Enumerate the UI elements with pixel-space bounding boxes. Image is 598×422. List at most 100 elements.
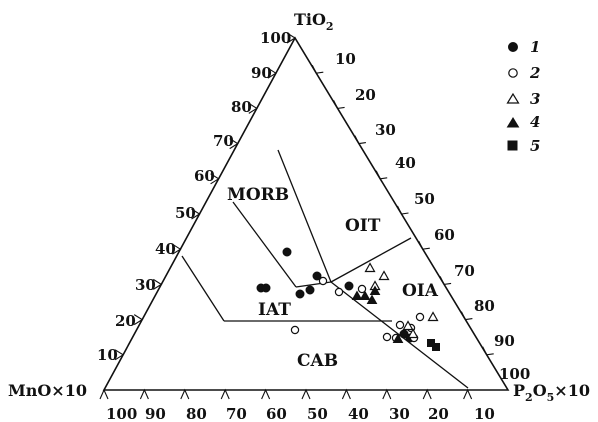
left-tick-label: 70 (213, 132, 234, 150)
right-tick (418, 240, 430, 250)
vertex-right-sub1: 2 (525, 391, 533, 404)
boundary-left-diagonal (181, 255, 225, 322)
legend-label-1: 1 (530, 38, 540, 56)
left-tick (286, 32, 297, 44)
left-tick (229, 138, 239, 150)
data-point-filled-circle (261, 283, 271, 293)
left-tick (191, 208, 201, 220)
left-tick-label: 90 (251, 64, 272, 82)
left-tick-label: 20 (115, 312, 136, 330)
right-tick (460, 311, 473, 321)
bottom-tick-label: 50 (307, 405, 328, 422)
legend-label-2: 2 (529, 64, 540, 82)
right-tick-label: 40 (395, 154, 416, 172)
left-tick (267, 67, 277, 79)
ternary-triangle (102, 36, 510, 391)
vertex-right-sub2: 5 (547, 391, 555, 404)
tick-marks (99, 32, 494, 400)
right-tick-label: 100 (499, 365, 530, 383)
bottom-tick (422, 388, 432, 400)
vertex-right-p: P (513, 381, 525, 400)
right-tick-label: 10 (335, 50, 356, 68)
bottom-tick-label: 10 (474, 405, 495, 422)
boundary-oit-oia (330, 237, 412, 283)
vertex-right-o: O (533, 381, 547, 400)
data-point-open-circle (395, 320, 405, 330)
vertex-label-top: TiO2 (294, 10, 334, 33)
data-point-open-circle (334, 287, 344, 297)
vertex-label-right: P2O5×10 (513, 381, 590, 404)
left-tick-label: 30 (135, 276, 156, 294)
vertex-label-left: MnO×10 (8, 381, 87, 400)
data-point-filled-triangle (359, 290, 371, 300)
right-tick-label: 70 (454, 262, 475, 280)
bottom-tick (139, 388, 149, 400)
right-tick (439, 276, 452, 286)
left-tick-label: 100 (260, 29, 291, 47)
bottom-tick (180, 388, 190, 400)
data-point-filled-triangle (369, 285, 381, 295)
bottom-tick-label: 40 (348, 405, 369, 422)
legend-marker-open-circle (508, 68, 518, 78)
left-tick-label: 60 (194, 167, 215, 185)
right-tick-label: 30 (375, 121, 396, 139)
data-points (256, 247, 440, 351)
legend-marker-filled-triangle (506, 117, 520, 128)
legend-marker-open-triangle (506, 92, 520, 104)
left-side-ticks: 100 90 80 70 60 50 40 30 20 10 (97, 29, 291, 364)
left-tick-label: 40 (155, 240, 176, 258)
field-label-iat: IAT (258, 300, 291, 320)
left-tick (248, 102, 258, 114)
bottom-tick-label: 80 (186, 405, 207, 422)
left-tick (133, 314, 144, 326)
right-tick (397, 205, 409, 215)
data-point-open-triangle (407, 328, 419, 339)
bottom-tick (463, 388, 473, 400)
data-point-open-circle (415, 312, 425, 322)
data-point-filled-triangle (392, 333, 404, 343)
data-point-open-triangle (402, 320, 414, 331)
bottom-tick-label: 30 (389, 405, 410, 422)
data-point-filled-square (432, 343, 440, 351)
right-side-ticks: 10 20 30 40 50 60 70 80 90 100 (335, 50, 530, 383)
data-point-filled-triangle (366, 294, 378, 304)
right-tick (311, 64, 324, 74)
data-point-open-triangle (364, 262, 376, 273)
legend-label-4: 4 (530, 113, 540, 131)
left-tick-label: 50 (175, 204, 196, 222)
vertex-top-main: TiO (294, 10, 326, 29)
left-tick (172, 243, 182, 255)
field-label-cab: CAB (297, 351, 338, 371)
bottom-tick-label: 90 (145, 405, 166, 422)
bottom-tick (301, 388, 311, 400)
boundary-morb-left (232, 201, 297, 288)
left-tick (114, 349, 125, 361)
right-tick-label: 50 (414, 190, 435, 208)
data-point-filled-circle (282, 247, 292, 257)
legend-marker-filled-circle (508, 42, 518, 52)
right-tick-label: 20 (355, 86, 376, 104)
field-label-oit: OIT (345, 216, 381, 236)
left-tick (153, 278, 163, 290)
data-point-filled-circle (305, 285, 315, 295)
boundary-cab-oia (330, 281, 469, 389)
data-point-open-circle (290, 325, 300, 335)
bottom-tick (261, 388, 271, 400)
right-tick (354, 135, 366, 145)
bottom-tick (220, 388, 230, 400)
vertex-right-tail: ×10 (554, 381, 590, 400)
left-tick-label: 80 (231, 98, 252, 116)
data-point-open-triangle (427, 311, 439, 322)
data-point-filled-circle (344, 281, 354, 291)
right-tick (333, 100, 345, 110)
right-tick-label: 90 (494, 332, 515, 350)
bottom-ticks: 100 90 80 70 60 50 40 30 20 10 (106, 405, 495, 422)
bottom-tick-label: 60 (266, 405, 287, 422)
vertex-top-sub: 2 (326, 20, 334, 33)
right-tick (375, 170, 388, 180)
legend-label-5: 5 (530, 137, 540, 155)
field-label-morb: MORB (227, 185, 289, 205)
boundary-morb-right (277, 149, 332, 283)
bottom-tick (99, 388, 109, 400)
